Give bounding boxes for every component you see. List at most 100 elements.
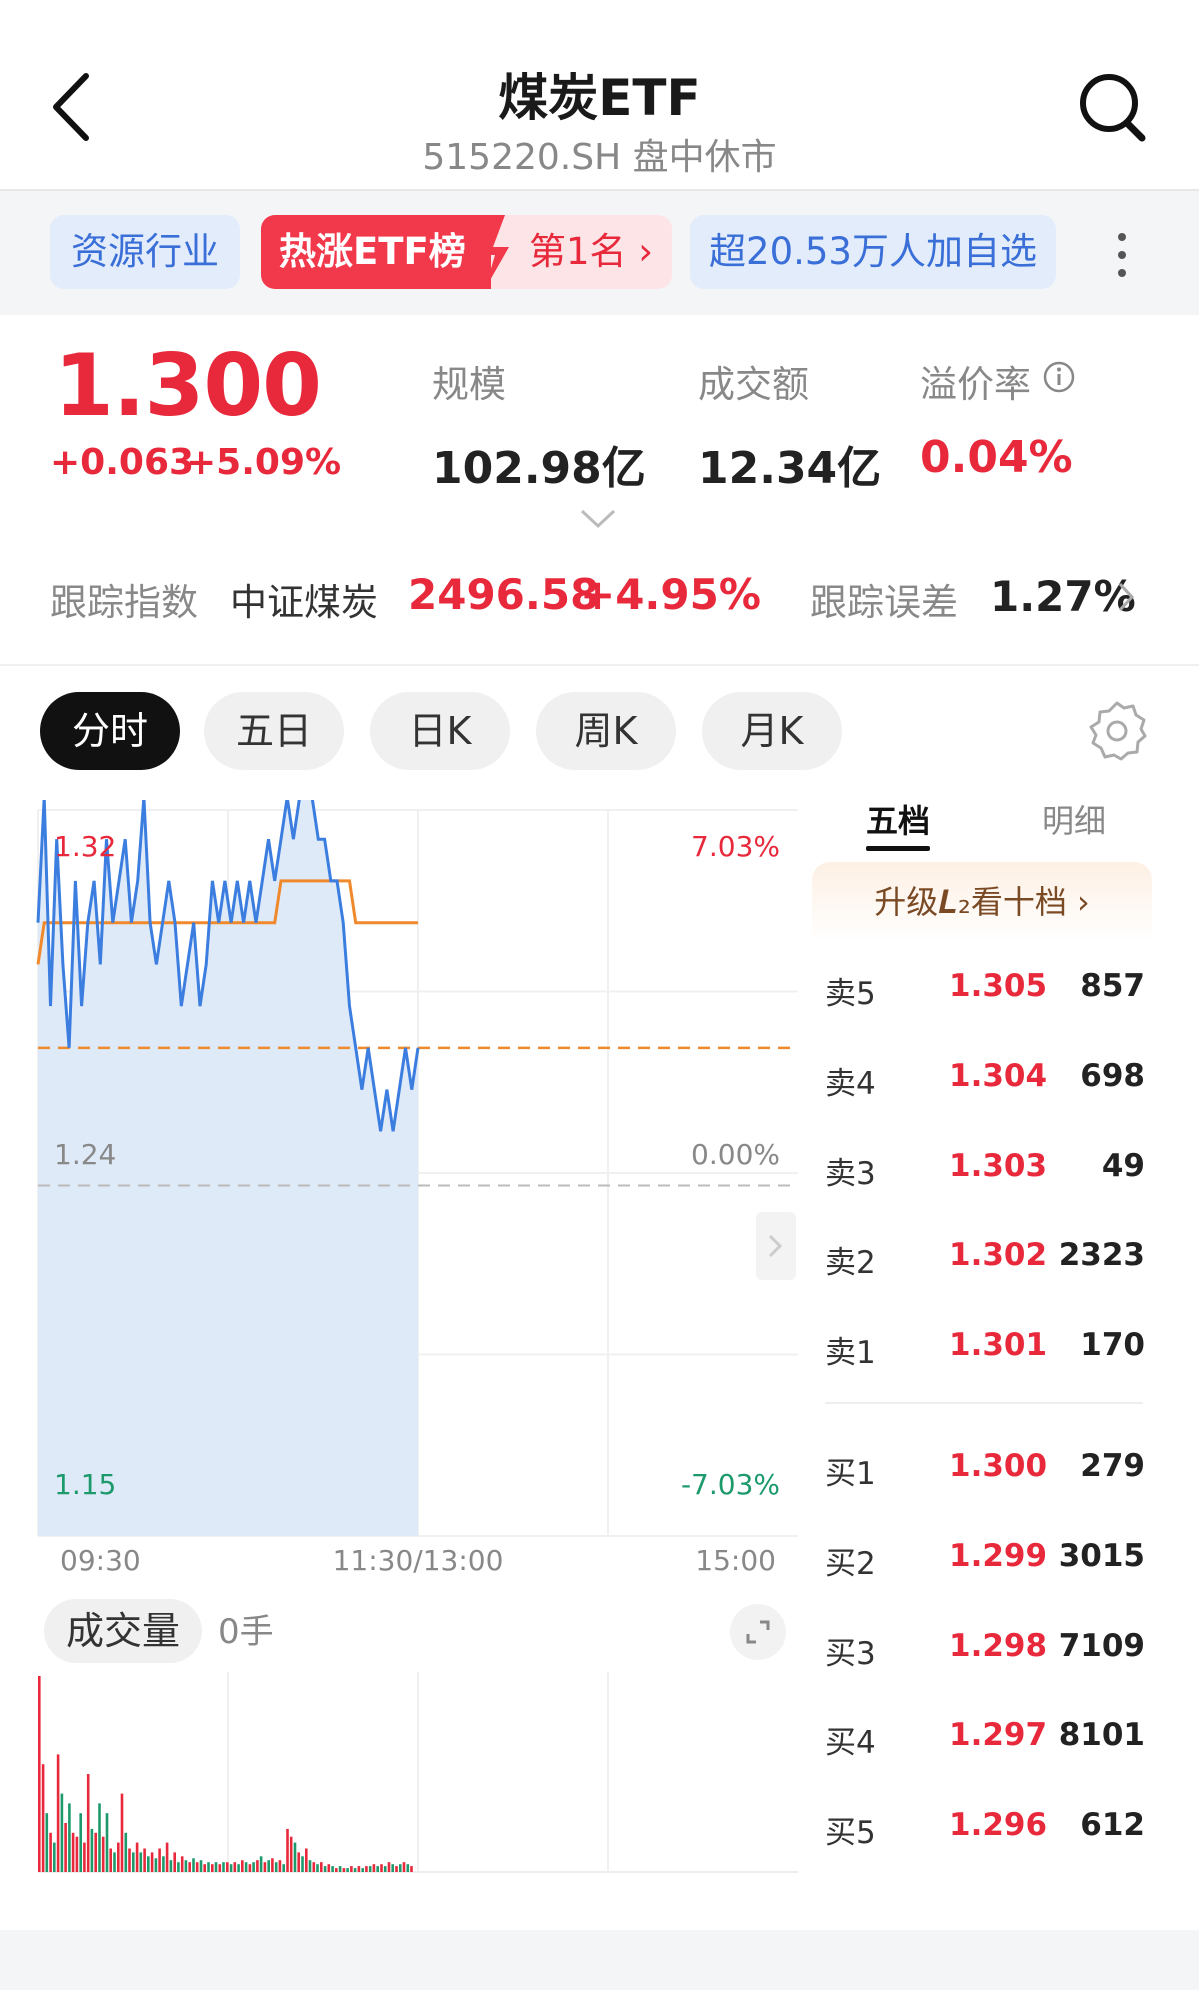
ask-label: 卖1	[825, 1335, 876, 1372]
volume-bar	[105, 1813, 109, 1872]
turnover-label: 成交额	[698, 363, 809, 406]
volume-bar	[203, 1864, 206, 1872]
volume-bar	[64, 1823, 67, 1872]
more-menu-icon[interactable]	[1112, 231, 1132, 279]
volume-bar	[410, 1866, 413, 1872]
bid-volume: 612	[1080, 1807, 1145, 1844]
volume-bar	[353, 1868, 357, 1872]
volume-bar	[301, 1856, 304, 1872]
volume-bar	[98, 1803, 101, 1872]
volume-bar	[335, 1868, 338, 1872]
bid-row[interactable]: 买1 1.300 279	[825, 1448, 1145, 1508]
volume-bar	[368, 1866, 372, 1872]
volume-bar	[278, 1860, 282, 1872]
volume-bar	[195, 1862, 199, 1872]
page-title: 煤炭ETF	[498, 69, 701, 127]
volume-bar	[117, 1842, 120, 1872]
volume-bar	[101, 1836, 105, 1872]
volume-bar	[120, 1793, 124, 1872]
bid-price: 1.297	[949, 1717, 1048, 1754]
scale-label: 规模	[432, 363, 506, 406]
ask-label: 卖5	[825, 976, 876, 1012]
volume-bar	[124, 1832, 128, 1872]
tab-intraday[interactable]: 分时	[40, 692, 180, 770]
volume-selector[interactable]: 成交量	[44, 1599, 202, 1663]
tracking-index-name[interactable]: 中证煤炭	[230, 581, 378, 624]
volume-bar	[83, 1842, 86, 1872]
premium-value: 0.04%	[920, 432, 1073, 483]
volume-bar	[169, 1860, 173, 1872]
tab-weekly-k[interactable]: 周K	[536, 692, 676, 770]
volume-bar	[75, 1836, 79, 1872]
followers-tag[interactable]: 超20.53万人加自选	[690, 215, 1056, 289]
volume-bar	[320, 1862, 323, 1872]
intraday-chart[interactable]: 1.32 1.24 1.15 7.03% 0.00% -7.03% 09:30 11:30/1…	[0, 800, 812, 1580]
hot-etf-rank-tag[interactable]: 热涨ETF榜 第1名 ›	[261, 215, 672, 289]
ask-price: 1.303	[949, 1147, 1048, 1184]
volume-bar	[207, 1862, 210, 1872]
volume-bar	[338, 1866, 342, 1872]
ask-volume: 857	[1080, 968, 1145, 1004]
ask-row[interactable]: 卖3 1.303 49	[825, 1148, 1145, 1208]
x-label-midday: 11:30/13:00	[333, 1544, 504, 1577]
volume-bar	[406, 1864, 410, 1872]
volume-bar	[71, 1832, 75, 1872]
bid-row[interactable]: 买2 1.299 3015	[825, 1538, 1145, 1598]
tracking-error-value[interactable]: 1.27%	[990, 572, 1136, 621]
volume-bar	[312, 1862, 316, 1872]
search-icon[interactable]	[1078, 72, 1148, 144]
side-handle[interactable]	[756, 1212, 796, 1280]
back-arrow-icon[interactable]	[48, 72, 98, 142]
page-subtitle: 515220.SH 盘中休市	[422, 137, 777, 178]
tab-trade-detail[interactable]: 明细	[1042, 802, 1107, 840]
bottom-card	[0, 1930, 1199, 1990]
volume-bar	[90, 1828, 94, 1872]
y-left-mid-label: 1.24	[54, 1138, 116, 1171]
volume-bar	[41, 1764, 45, 1872]
volume-bar	[147, 1856, 150, 1872]
volume-bar	[132, 1852, 135, 1872]
volume-bar	[173, 1852, 176, 1872]
volume-bar	[94, 1832, 97, 1872]
volume-bar	[218, 1864, 222, 1872]
tab-monthly-k[interactable]: 月K	[702, 692, 842, 770]
settings-gear-icon[interactable]	[1086, 700, 1148, 762]
volume-bar	[139, 1852, 143, 1872]
volume-bar	[241, 1860, 244, 1872]
volume-bar	[60, 1793, 64, 1872]
volume-bar	[233, 1862, 237, 1872]
expand-chevron-icon[interactable]	[580, 508, 616, 530]
y-right-mid-label: 0.00%	[691, 1138, 780, 1171]
volume-bar	[391, 1864, 394, 1872]
volume-chart	[38, 1672, 798, 1873]
volume-bar	[113, 1852, 116, 1872]
volume-bar	[222, 1862, 225, 1872]
hot-rank: 第1名 ›	[529, 230, 654, 273]
volume-bar	[158, 1848, 161, 1872]
expand-chart-button[interactable]	[730, 1604, 786, 1660]
tab-daily-k[interactable]: 日K	[370, 692, 510, 770]
ask-row[interactable]: 卖2 1.302 2323	[825, 1237, 1145, 1297]
industry-tag[interactable]: 资源行业	[50, 215, 240, 289]
side-handle-chevron-icon	[768, 1234, 783, 1258]
volume-bar	[49, 1832, 52, 1872]
ask-row[interactable]: 卖4 1.304 698	[825, 1058, 1145, 1118]
volume-bar	[252, 1862, 255, 1872]
tracking-index-value: 2496.58	[408, 570, 600, 619]
chevron-right-icon[interactable]	[1118, 582, 1134, 612]
ask-row[interactable]: 卖1 1.301 170	[825, 1327, 1145, 1387]
bid-row[interactable]: 买5 1.296 612	[825, 1807, 1145, 1867]
tab-five-levels[interactable]: 五档	[866, 802, 931, 840]
ask-row[interactable]: 卖5 1.305 857	[825, 968, 1145, 1028]
info-icon[interactable]	[1042, 360, 1076, 394]
upgrade-l2-banner[interactable]: 升级𝑳₂看十档 ›	[812, 862, 1152, 942]
ask-price: 1.304	[949, 1057, 1048, 1094]
volume-bar	[323, 1866, 327, 1872]
bid-row[interactable]: 买4 1.297 8101	[825, 1717, 1145, 1777]
bid-row[interactable]: 买3 1.298 7109	[825, 1628, 1145, 1688]
volume-bar	[180, 1856, 184, 1872]
tab-five-day[interactable]: 五日	[204, 692, 344, 770]
scale-value: 102.98亿	[432, 443, 646, 494]
volume-bar	[263, 1862, 267, 1872]
volume-bar	[357, 1866, 361, 1872]
